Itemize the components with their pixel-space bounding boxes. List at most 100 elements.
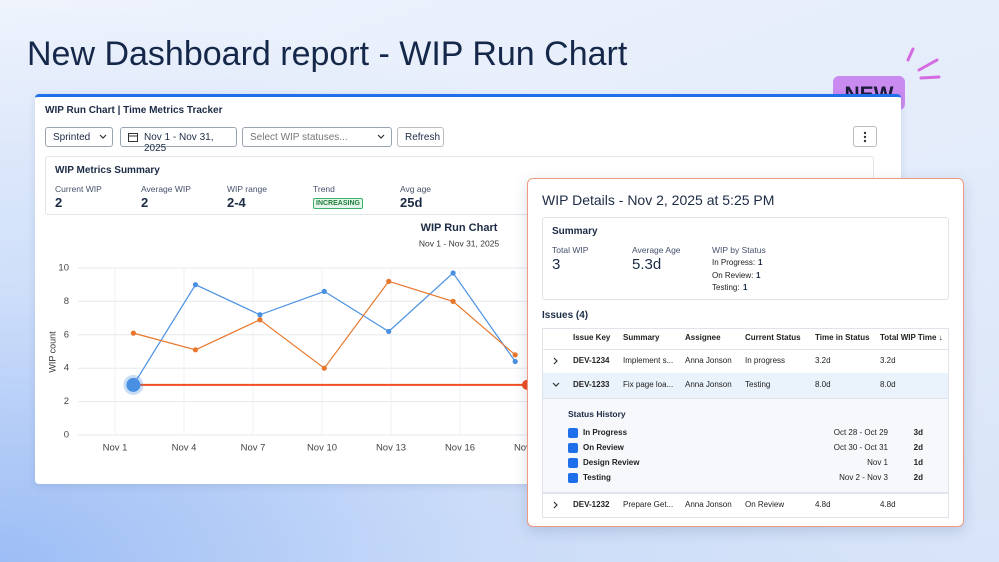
headline: New Dashboard report - WIP Run Chart	[27, 35, 628, 73]
point	[386, 328, 392, 335]
chevron	[99, 134, 107, 139]
column-header: Assignee	[685, 333, 721, 342]
metric-label: Current WIP	[55, 184, 102, 194]
column-header: Total WIP Time ↓	[880, 333, 943, 342]
history-title: Status History	[568, 409, 626, 419]
stat-value: 3	[552, 256, 561, 273]
stat-value: 5.3d	[632, 256, 662, 273]
metric-value: 2	[55, 195, 63, 210]
point	[192, 347, 199, 353]
status-label: In Progress:	[712, 258, 756, 267]
y-tick-label: 8	[64, 296, 69, 307]
y-tick-label: 6	[64, 329, 69, 340]
chevron	[377, 134, 385, 139]
summary-title: WIP Metrics Summary	[55, 165, 160, 176]
point	[257, 317, 263, 323]
history-dates: Oct 28 - Oct 29	[833, 428, 888, 437]
expanded-row-bg	[543, 398, 948, 493]
cell: 3.2d	[880, 356, 896, 365]
status-label: Testing:	[712, 283, 740, 292]
date-picker[interactable]: Nov 1 - Nov 31, 2025	[120, 127, 237, 154]
history-dates: Nov 2 - Nov 3	[839, 473, 888, 482]
status-count: 1	[758, 258, 763, 267]
point	[321, 288, 327, 294]
x-tick-label: Nov 7	[241, 443, 266, 454]
x-tick-label: Nov 1	[103, 443, 128, 454]
history-duration: 2d	[913, 473, 923, 482]
issues-title: Issues (4)	[542, 310, 589, 321]
metric-value: 2	[141, 195, 149, 210]
metric-value: 25d	[400, 195, 423, 210]
point	[192, 282, 199, 288]
refresh-button[interactable]: Refresh	[397, 127, 444, 147]
stat-label: WIP by Status	[712, 245, 766, 255]
y-tick-label: 4	[64, 363, 69, 374]
summary-heading: Summary	[552, 226, 598, 237]
cell: In progress	[745, 356, 786, 365]
selected-row-bg	[543, 373, 948, 398]
status-count: 1	[756, 270, 761, 280]
cell: 8.0d	[880, 380, 896, 389]
sprint-select[interactable]: Sprinted	[45, 127, 113, 147]
panel-title: WIP Run Chart | Time Metrics Tracker	[45, 105, 223, 116]
column-header: Issue Key	[573, 333, 611, 342]
cell: Fix page loa...	[623, 380, 674, 389]
point	[512, 352, 518, 358]
series-line	[133, 280, 516, 370]
column-header: Summary	[623, 333, 660, 342]
cell: 4.8d	[815, 500, 831, 509]
status-count: 1	[743, 283, 748, 292]
select-placeholder: Select WIP statuses...	[250, 132, 348, 143]
history-duration: 2d	[913, 443, 923, 452]
x-tick-label: Nov 10	[307, 443, 337, 454]
history-duration: 3d	[913, 428, 923, 437]
column-header: Time in Status	[815, 333, 870, 342]
cell: Anna Jonson	[685, 356, 732, 365]
y-tick-label: 10	[58, 263, 69, 274]
point	[257, 312, 263, 318]
cell: Anna Jonson	[685, 500, 732, 509]
metric-label: Avg age	[400, 184, 432, 194]
more-button[interactable]	[853, 126, 877, 147]
details-title: WIP Details - Nov 2, 2025 at 5:25 PM	[542, 192, 775, 208]
button-text: Refresh	[405, 132, 441, 143]
point	[386, 278, 392, 284]
issue-key: DEV-1234	[573, 356, 610, 365]
y-tick-label: 2	[64, 396, 69, 407]
metric-label: Average WIP	[141, 184, 191, 194]
chart-subtitle: Nov 1 - Nov 31, 2025	[419, 238, 500, 248]
date-text: Nov 1 - Nov 31, 2025	[144, 132, 214, 154]
point	[126, 377, 141, 392]
history-dates: Nov 1	[867, 458, 888, 467]
cell: 4.8d	[880, 500, 896, 509]
chart-title: WIP Run Chart	[421, 222, 498, 234]
expand-chevron[interactable]	[552, 381, 560, 389]
cell: 8.0d	[815, 380, 831, 389]
status-swatch	[568, 443, 578, 453]
trend-badge: INCREASING	[313, 198, 363, 209]
status-swatch	[568, 473, 578, 483]
expand-chevron[interactable]	[552, 501, 560, 509]
status-swatch	[568, 428, 578, 438]
point	[321, 365, 327, 371]
point	[450, 298, 456, 304]
status-label: On Review:	[712, 270, 754, 280]
issue-key: DEV-1232	[573, 500, 610, 509]
issue-key: DEV-1233	[573, 380, 610, 389]
stat-label: Total WIP	[552, 245, 589, 255]
cell: Prepare Get...	[623, 500, 674, 509]
expand-chevron[interactable]	[552, 357, 560, 365]
column-header: Current Status	[745, 333, 801, 342]
history-dates: Oct 30 - Oct 31	[833, 443, 888, 452]
cell: Implement s...	[623, 356, 674, 365]
row-divider	[543, 349, 948, 350]
kebab-icon	[863, 131, 867, 143]
point	[130, 330, 136, 336]
calendar-icon	[128, 133, 138, 142]
status-select[interactable]: Select WIP statuses...	[242, 127, 392, 147]
x-tick-label: Nov 4	[172, 443, 197, 454]
cell: On Review	[745, 500, 785, 509]
cell: Anna Jonson	[685, 380, 732, 389]
metric-value: 2-4	[227, 195, 246, 210]
